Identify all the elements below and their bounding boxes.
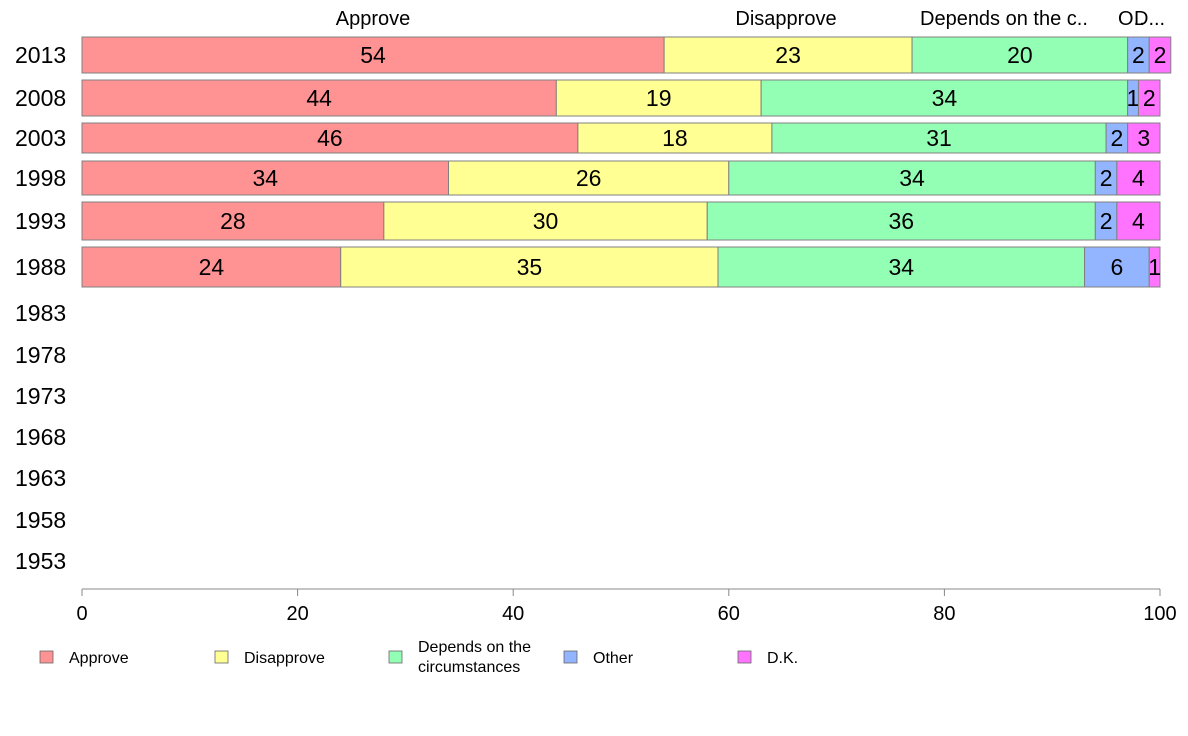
data-label-depends-on-the-circumstances-2003: 31: [926, 125, 952, 151]
x-tick-label-0: 0: [76, 603, 87, 625]
data-label-disapprove-2003: 18: [662, 125, 688, 151]
data-label-disapprove-1998: 26: [576, 165, 602, 191]
data-label-depends-on-the-circumstances-2013: 20: [1007, 42, 1033, 68]
data-label-disapprove-2008: 19: [646, 85, 672, 111]
data-label-d-k-2008: 2: [1143, 85, 1156, 111]
data-label-approve-2013: 54: [360, 42, 386, 68]
bar-depends-on-the-circumstances-1988: [717, 246, 1086, 288]
bar-approve-1993: [81, 201, 385, 241]
data-label-other-2013: 2: [1132, 42, 1145, 68]
legend-label-approve: Approve: [69, 650, 129, 667]
bar-disapprove-1998: [448, 160, 730, 196]
legend-swatch-d-k: [737, 650, 752, 664]
data-label-other-2003: 2: [1110, 125, 1123, 151]
year-label-1963: 1963: [15, 465, 66, 491]
year-label-1958: 1958: [15, 507, 66, 533]
data-label-depends-on-the-circumstances-1993: 36: [888, 208, 914, 234]
legend: Approve Disapprove Depends on the circumsta…: [39, 639, 798, 676]
legend-swatch-other: [563, 650, 578, 664]
bar-depends-on-the-circumstances-2008: [760, 79, 1129, 117]
data-label-d-k-2003: 3: [1137, 125, 1150, 151]
data-label-approve-1988: 24: [199, 254, 225, 280]
data-label-other-1998: 2: [1100, 165, 1113, 191]
data-label-other-2008: 1: [1127, 85, 1140, 111]
bar-disapprove-1993: [383, 201, 708, 241]
bar-d-k-1998: [1116, 160, 1161, 196]
data-label-d-k-1993: 4: [1132, 208, 1145, 234]
legend-swatch-depends-on-the-circumstances: [388, 650, 403, 664]
year-label-1953: 1953: [15, 548, 66, 574]
year-label-2003: 2003: [15, 125, 66, 151]
legend-label-disapprove: Disapprove: [244, 650, 325, 667]
year-label-1978: 1978: [15, 342, 66, 368]
top-label-depends-on-the-circumstances: Depends on the c..: [920, 8, 1088, 30]
bar-other-1988: [1084, 246, 1150, 288]
legend-label-depends-on-the-circumstances: Depends on the circumstances: [418, 639, 531, 676]
bar-disapprove-2008: [555, 79, 762, 117]
data-label-depends-on-the-circumstances-1988: 34: [888, 254, 914, 280]
bar-disapprove-2013: [663, 36, 913, 74]
year-label-1983: 1983: [15, 300, 66, 326]
x-tick-label-100: 100: [1143, 603, 1176, 625]
x-tick-label-40: 40: [502, 603, 524, 625]
data-label-approve-2008: 44: [306, 85, 332, 111]
top-label-d-k: D...: [1134, 8, 1165, 30]
bar-approve-1998: [81, 160, 450, 196]
data-label-d-k-2013: 2: [1154, 42, 1167, 68]
bar-disapprove-2003: [577, 122, 773, 154]
bar-depends-on-the-circumstances-1998: [728, 160, 1096, 196]
data-label-depends-on-the-circumstances-2008: 34: [932, 85, 958, 111]
legend-label-d-k: D.K.: [767, 650, 798, 667]
top-label-disapprove: Disapprove: [735, 8, 836, 30]
bar-d-k-2003: [1127, 122, 1161, 154]
x-tick-label-20: 20: [286, 603, 308, 625]
data-label-approve-1993: 28: [220, 208, 246, 234]
data-label-disapprove-2013: 23: [775, 42, 801, 68]
year-labels: 2013 2008 2003 1998 1993 1988 1983 1978 1973 1968…: [15, 42, 66, 574]
top-category-labels: Approve Disapprove Depends on the c.. O..D.…: [336, 8, 1165, 30]
legend-label-other: Other: [593, 650, 634, 667]
year-label-1968: 1968: [15, 424, 66, 450]
bar-d-k-2008: [1137, 79, 1161, 117]
bar-depends-on-the-circumstances-1993: [706, 201, 1096, 241]
bar-disapprove-1988: [340, 246, 719, 288]
x-tick-label-60: 60: [718, 603, 740, 625]
year-label-2013: 2013: [15, 42, 66, 68]
year-label-1973: 1973: [15, 383, 66, 409]
year-label-1988: 1988: [15, 254, 66, 280]
data-label-d-k-1998: 4: [1132, 165, 1145, 191]
bar-approve-2003: [81, 122, 579, 154]
data-label-approve-2003: 46: [317, 125, 343, 151]
bars-group: 54 23 20 2 244 19 34 1 246 18 31 2 334 26 34 2 428 30 36 2 4…: [81, 36, 1172, 288]
data-label-other-1988: 6: [1110, 254, 1123, 280]
bar-d-k-1993: [1116, 201, 1161, 241]
bar-d-k-2013: [1148, 36, 1172, 74]
data-label-disapprove-1988: 35: [517, 254, 543, 280]
top-label-approve: Approve: [336, 8, 411, 30]
year-label-1998: 1998: [15, 165, 66, 191]
data-label-d-k-1988: 1: [1148, 254, 1161, 280]
year-label-2008: 2008: [15, 85, 66, 111]
year-label-1993: 1993: [15, 208, 66, 234]
data-label-approve-1998: 34: [252, 165, 278, 191]
data-label-depends-on-the-circumstances-1998: 34: [899, 165, 925, 191]
legend-swatch-approve: [39, 650, 54, 664]
x-axis: 0 20 40 60 80 100: [76, 588, 1177, 625]
data-label-disapprove-1993: 30: [533, 208, 559, 234]
bar-approve-2008: [81, 79, 557, 117]
data-label-other-1993: 2: [1100, 208, 1113, 234]
x-tick-label-80: 80: [933, 603, 955, 625]
legend-swatch-disapprove: [214, 650, 229, 664]
top-label-other: O..: [1118, 8, 1145, 30]
bar-d-k-1988: [1148, 246, 1161, 288]
